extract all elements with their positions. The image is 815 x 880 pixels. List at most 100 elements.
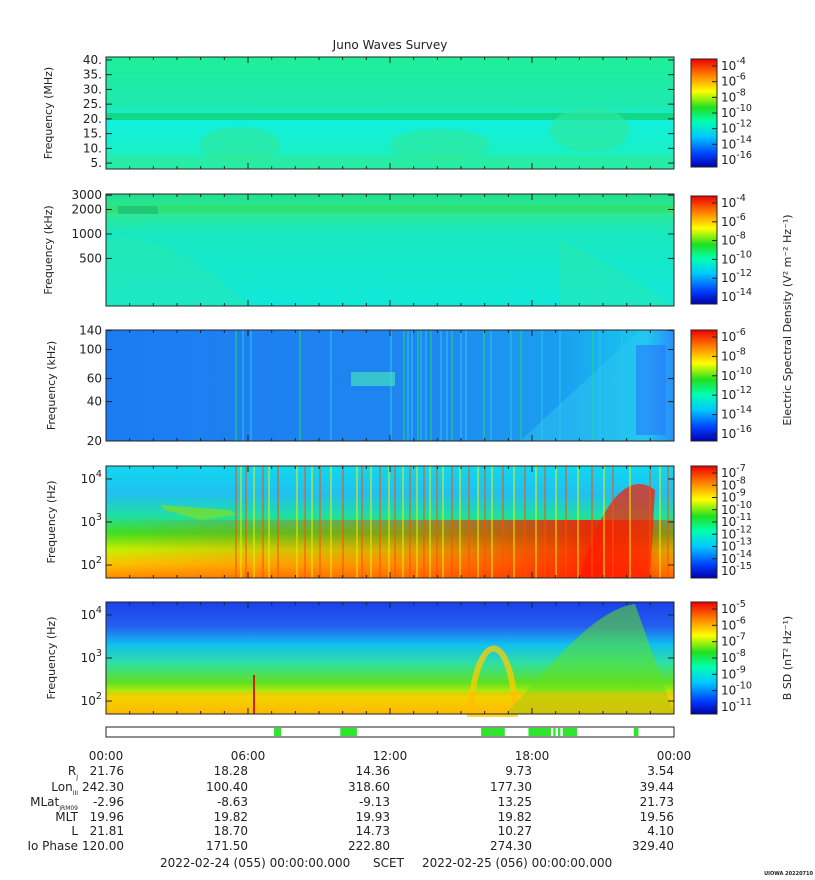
colorbar-tick-label-exp: -6 xyxy=(736,212,746,223)
colorbar-tick-label: 10-14 xyxy=(721,549,752,566)
y-tick-label: 40. xyxy=(83,53,102,67)
colorbar-tick-label-base: 10 xyxy=(721,388,736,402)
emission-feature xyxy=(106,238,250,306)
status-segment xyxy=(528,728,551,736)
colorbar-label: B SD (nT² Hz⁻¹) xyxy=(781,616,794,700)
colorbar xyxy=(690,195,718,305)
colorbar-tick-label-exp: -8 xyxy=(736,475,746,486)
ephemeris-label: RJ xyxy=(68,764,78,781)
ephemeris-label: Io Phase xyxy=(27,839,78,853)
ephemeris-value: 21.73 xyxy=(640,795,674,809)
ephemeris-value: 19.56 xyxy=(640,810,674,824)
colorbar-tick-label-exp: -12 xyxy=(736,268,752,279)
y-axis-label: Frequency (Hz) xyxy=(45,617,58,700)
colorbar-tick-label-base: 10 xyxy=(721,90,736,104)
colorbar-tick-label: 10-7 xyxy=(721,632,746,649)
colorbar-tick-label-base: 10 xyxy=(721,667,736,681)
colorbar-tick-label-exp: -10 xyxy=(736,366,752,377)
status-segment xyxy=(274,728,282,736)
colorbar-tick-label-base: 10 xyxy=(721,59,736,73)
panel-1 xyxy=(106,57,674,169)
colorbar-tick-label-base: 10 xyxy=(721,427,736,441)
colorbar-tick-label-base: 10 xyxy=(721,330,736,344)
y-axis-label: Frequency (Hz) xyxy=(45,481,58,564)
colorbar-tick-label-base: 10 xyxy=(721,137,736,151)
ephemeris-label: MLT xyxy=(55,810,78,824)
colorbar-tick-label-base: 10 xyxy=(721,122,736,136)
y-axis-label: Frequency (kHz) xyxy=(45,341,58,430)
colorbar-tick-label: 10-12 xyxy=(721,385,752,402)
colorbar-tick-label: 10-7 xyxy=(721,463,746,480)
colorbar-tick-label-exp: -16 xyxy=(736,424,752,435)
colorbar-tick-label-base: 10 xyxy=(721,369,736,383)
colorbar-tick-label: 10-11 xyxy=(721,697,752,714)
y-tick-label: 100 xyxy=(79,343,102,357)
colorbar-tick-label-exp: -14 xyxy=(736,134,752,145)
y-tick-label: 140 xyxy=(79,323,102,337)
ephemeris-value: 18.70 xyxy=(214,824,248,838)
colorbar xyxy=(690,329,718,442)
colorbar-tick-label-exp: -14 xyxy=(736,287,752,298)
colorbar-tick-label-exp: -9 xyxy=(736,664,746,675)
colorbar-tick-label: 10-14 xyxy=(721,134,752,151)
colorbar-tick-label-base: 10 xyxy=(721,635,736,649)
y-tick-label: 103 xyxy=(81,648,102,665)
status-bar-frame xyxy=(105,726,675,738)
colorbar-tick-label-base: 10 xyxy=(721,700,736,714)
y-tick-label-exp: 3 xyxy=(96,512,102,523)
ephemeris-label-sub: J xyxy=(75,774,78,781)
ephemeris-value: 9.73 xyxy=(505,764,532,778)
colorbar-tick-label-base: 10 xyxy=(721,75,736,89)
colorbar-tick-label-exp: -8 xyxy=(736,346,746,357)
colorbar-tick-label: 10-14 xyxy=(721,287,752,304)
emission-feature xyxy=(390,129,490,161)
ephemeris-value: 318.60 xyxy=(348,780,390,794)
ephemeris-value: 4.10 xyxy=(647,824,674,838)
ephemeris-value: 242.30 xyxy=(82,780,124,794)
ephemeris-value: 19.82 xyxy=(214,810,248,824)
colorbar-tick-label-exp: -10 xyxy=(736,103,752,114)
colorbar-tick-label: 10-15 xyxy=(721,561,752,578)
y-tick-label-base: 10 xyxy=(81,472,96,486)
y-tick-label-base: 10 xyxy=(81,558,96,572)
y-tick-label-base: 10 xyxy=(81,515,96,529)
band-feature xyxy=(118,206,158,214)
ephemeris-value: -8.63 xyxy=(217,795,248,809)
emission-feature xyxy=(636,345,666,435)
y-tick-label: 1000 xyxy=(71,227,102,241)
colorbar-tick-label-exp: -6 xyxy=(736,72,746,83)
y-tick-label: 10. xyxy=(83,141,102,155)
y-tick-label: 15. xyxy=(83,127,102,141)
colorbar-tick-label: 10-4 xyxy=(721,56,746,73)
colorbar-tick-label: 10-12 xyxy=(721,119,752,136)
y-tick-label: 104 xyxy=(81,605,102,622)
colorbar-tick-label-exp: -10 xyxy=(736,500,752,511)
colorbar-tick-label-base: 10 xyxy=(721,527,736,541)
colorbar-tick-label-base: 10 xyxy=(721,602,736,616)
colorbar-tick-label-exp: -5 xyxy=(736,599,746,610)
ephemeris-value: 222.80 xyxy=(348,839,390,853)
ephemeris-value: 177.30 xyxy=(490,780,532,794)
colorbar-tick-label-exp: -7 xyxy=(736,463,746,474)
colorbar-tick-label-base: 10 xyxy=(721,515,736,529)
panel-1-axis: 40.35.30.25.20.15.10.5. Frequency (MHz) xyxy=(42,53,675,170)
ephemeris-value: 19.82 xyxy=(498,810,532,824)
colorbar-tick-label-base: 10 xyxy=(721,651,736,665)
colorbar-tick-label: 10-6 xyxy=(721,72,746,89)
ephemeris-label: L xyxy=(71,824,78,838)
emission-feature xyxy=(560,240,674,306)
y-tick-label: 35. xyxy=(83,68,102,82)
band-feature xyxy=(106,205,674,213)
time-range-start: 2022-02-24 (055) 00:00:00.000 xyxy=(160,856,350,870)
colorbar-tick-label-exp: -8 xyxy=(736,231,746,242)
ephemeris-value: -9.13 xyxy=(359,795,390,809)
emission-feature xyxy=(351,372,395,386)
ephemeris-value: 329.40 xyxy=(632,839,674,853)
colorbar-tick-label-base: 10 xyxy=(721,564,736,578)
y-tick-label: 104 xyxy=(81,469,102,486)
status-segment xyxy=(558,728,561,736)
ephemeris-value: 274.30 xyxy=(490,839,532,853)
colorbar-tick-label-base: 10 xyxy=(721,234,736,248)
colorbar-tick-label: 10-6 xyxy=(721,212,746,229)
